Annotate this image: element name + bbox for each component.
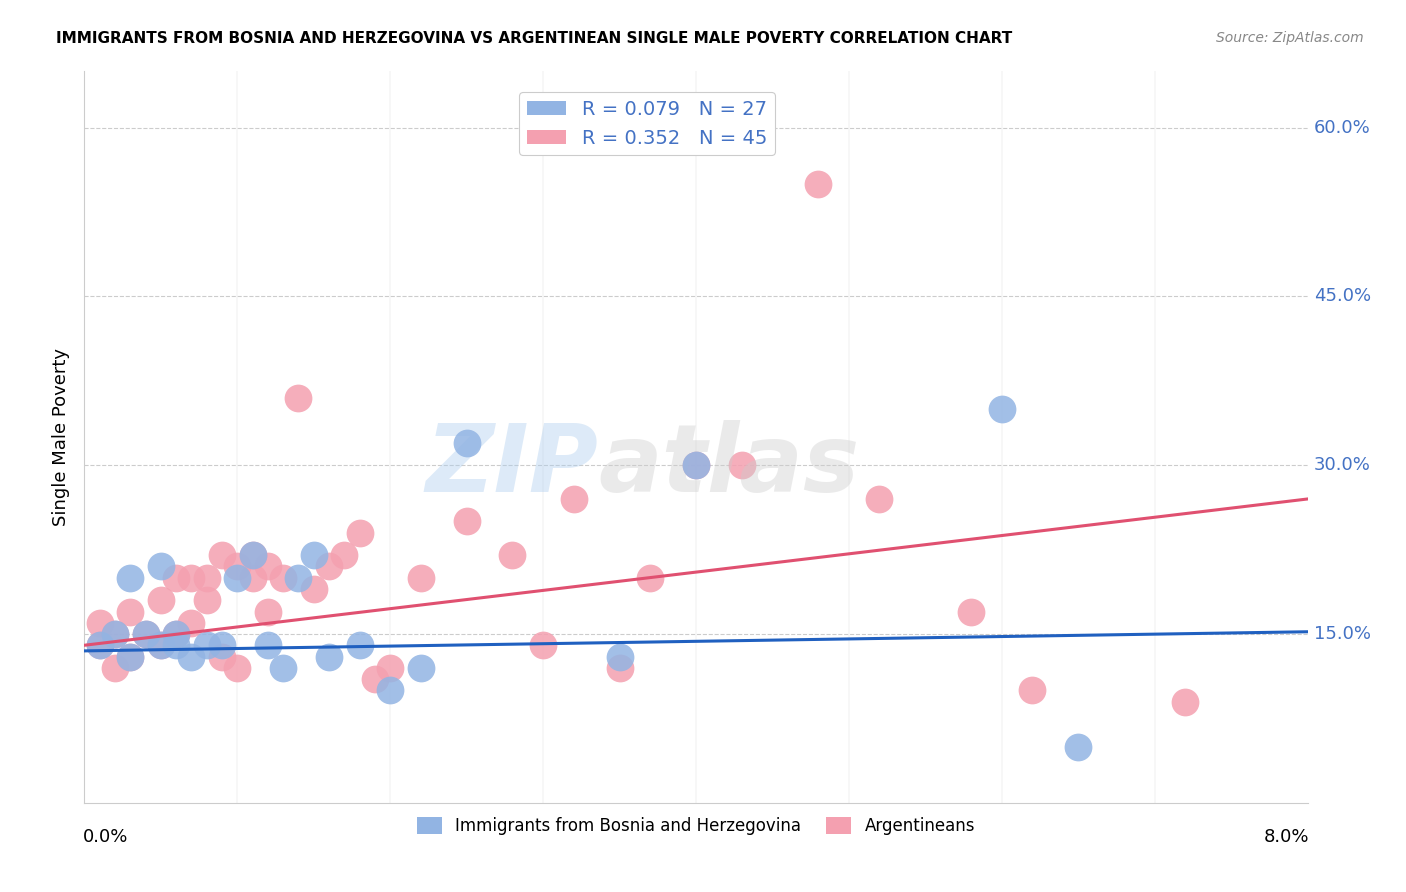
Point bbox=[609, 649, 631, 664]
Point bbox=[731, 458, 754, 473]
Point bbox=[226, 661, 249, 675]
Point bbox=[349, 638, 371, 652]
Point bbox=[380, 661, 402, 675]
Point bbox=[180, 615, 202, 630]
Point bbox=[180, 571, 202, 585]
Point bbox=[271, 571, 294, 585]
Point bbox=[302, 548, 325, 562]
Point bbox=[287, 571, 309, 585]
Text: 60.0%: 60.0% bbox=[1313, 119, 1371, 136]
Point bbox=[364, 672, 387, 686]
Point bbox=[165, 571, 187, 585]
Point bbox=[318, 559, 340, 574]
Point bbox=[180, 649, 202, 664]
Text: 30.0%: 30.0% bbox=[1313, 456, 1371, 475]
Point bbox=[120, 571, 142, 585]
Point bbox=[333, 548, 356, 562]
Point bbox=[257, 559, 280, 574]
Text: 45.0%: 45.0% bbox=[1313, 287, 1371, 305]
Point bbox=[638, 571, 661, 585]
Point bbox=[120, 649, 142, 664]
Legend: Immigrants from Bosnia and Herzegovina, Argentineans: Immigrants from Bosnia and Herzegovina, … bbox=[411, 811, 981, 842]
Point bbox=[685, 458, 707, 473]
Point bbox=[211, 548, 233, 562]
Point bbox=[242, 548, 264, 562]
Text: IMMIGRANTS FROM BOSNIA AND HERZEGOVINA VS ARGENTINEAN SINGLE MALE POVERTY CORREL: IMMIGRANTS FROM BOSNIA AND HERZEGOVINA V… bbox=[56, 31, 1012, 46]
Point bbox=[135, 627, 157, 641]
Point bbox=[149, 559, 172, 574]
Point bbox=[257, 605, 280, 619]
Text: 15.0%: 15.0% bbox=[1313, 625, 1371, 643]
Point bbox=[456, 515, 478, 529]
Point bbox=[120, 649, 142, 664]
Point bbox=[380, 683, 402, 698]
Point bbox=[242, 548, 264, 562]
Point bbox=[211, 638, 233, 652]
Point bbox=[149, 638, 172, 652]
Point bbox=[991, 401, 1014, 416]
Point bbox=[1067, 739, 1090, 754]
Point bbox=[685, 458, 707, 473]
Point bbox=[211, 649, 233, 664]
Point bbox=[302, 582, 325, 596]
Point bbox=[195, 593, 218, 607]
Point bbox=[242, 571, 264, 585]
Point bbox=[226, 559, 249, 574]
Point bbox=[104, 627, 127, 641]
Point bbox=[960, 605, 983, 619]
Text: ZIP: ZIP bbox=[425, 420, 598, 512]
Point bbox=[104, 627, 127, 641]
Point bbox=[807, 177, 830, 191]
Point bbox=[409, 661, 432, 675]
Point bbox=[120, 605, 142, 619]
Point bbox=[456, 435, 478, 450]
Point bbox=[226, 571, 249, 585]
Point bbox=[195, 571, 218, 585]
Point bbox=[195, 638, 218, 652]
Point bbox=[89, 638, 111, 652]
Point bbox=[135, 627, 157, 641]
Point bbox=[1021, 683, 1043, 698]
Point bbox=[869, 491, 891, 506]
Point bbox=[349, 525, 371, 540]
Point bbox=[257, 638, 280, 652]
Text: atlas: atlas bbox=[598, 420, 859, 512]
Point bbox=[287, 391, 309, 405]
Text: Source: ZipAtlas.com: Source: ZipAtlas.com bbox=[1216, 31, 1364, 45]
Point bbox=[1174, 694, 1197, 708]
Point bbox=[271, 661, 294, 675]
Point bbox=[149, 638, 172, 652]
Point bbox=[165, 627, 187, 641]
Text: 0.0%: 0.0% bbox=[83, 829, 128, 847]
Y-axis label: Single Male Poverty: Single Male Poverty bbox=[52, 348, 70, 526]
Text: 8.0%: 8.0% bbox=[1264, 829, 1309, 847]
Point bbox=[89, 615, 111, 630]
Point bbox=[531, 638, 554, 652]
Point bbox=[409, 571, 432, 585]
Point bbox=[562, 491, 585, 506]
Point bbox=[165, 627, 187, 641]
Point bbox=[149, 593, 172, 607]
Point bbox=[89, 638, 111, 652]
Point bbox=[104, 661, 127, 675]
Point bbox=[502, 548, 524, 562]
Point bbox=[318, 649, 340, 664]
Point bbox=[609, 661, 631, 675]
Point bbox=[165, 638, 187, 652]
